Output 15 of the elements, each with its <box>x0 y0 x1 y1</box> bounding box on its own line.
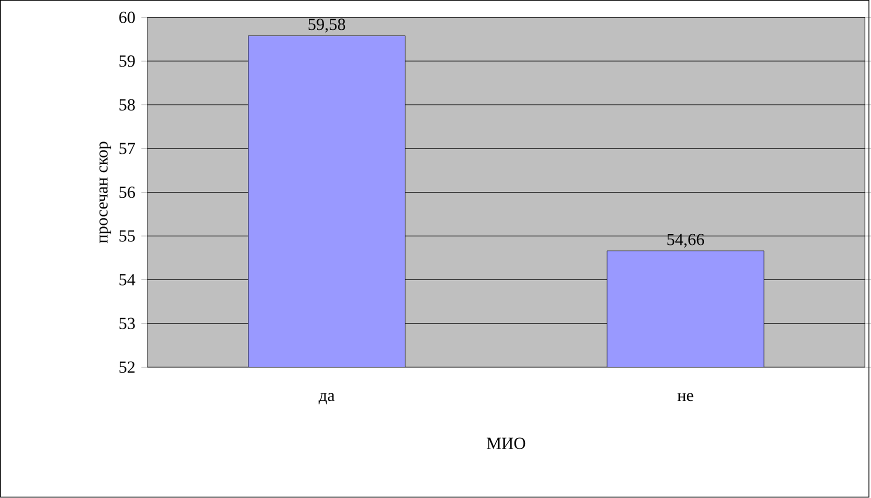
x-axis-title: МИО <box>486 438 526 450</box>
data-label: 54,66 <box>667 234 704 248</box>
y-tick-label: 56 <box>120 186 135 198</box>
y-tick-label: 57 <box>120 143 135 154</box>
data-label: 59,58 <box>308 18 346 33</box>
y-tick-label: 53 <box>120 318 135 330</box>
y-axis-title: просечан скор <box>99 142 112 244</box>
y-tick-label: 55 <box>120 230 135 242</box>
x-tick-label: не <box>678 393 694 402</box>
y-tick-label: 52 <box>120 362 135 374</box>
y-tick-label: 54 <box>120 274 136 286</box>
x-tick-label: да <box>318 393 335 404</box>
y-tick-label: 59 <box>120 56 135 68</box>
y-tick-label: 58 <box>120 99 135 111</box>
y-tick-label: 60 <box>119 12 135 24</box>
